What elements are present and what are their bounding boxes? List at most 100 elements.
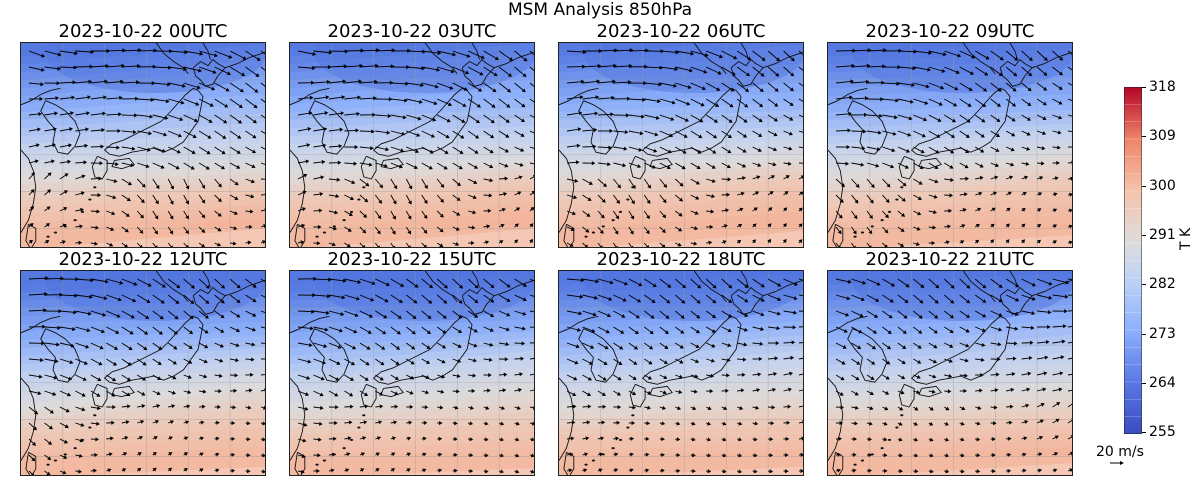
- temperature-band: [559, 396, 803, 423]
- map-canvas: [290, 271, 534, 475]
- map-panel: 2023-10-22 12UTC: [20, 250, 266, 476]
- coastlines: [828, 43, 1072, 247]
- colorbar-tick-mark: [1142, 284, 1146, 285]
- map-canvas: [559, 271, 803, 475]
- temperature-band: [828, 271, 1046, 280]
- cold-region: [314, 43, 534, 93]
- cold-region: [45, 43, 265, 93]
- map-canvas: [290, 43, 534, 247]
- map-panel: 2023-10-22 00UTC: [20, 22, 266, 248]
- temperature-band: [290, 88, 534, 116]
- islands: [46, 414, 97, 466]
- colorbar-tick-mark: [1142, 334, 1146, 335]
- temperature-band: [559, 73, 803, 100]
- islands: [853, 414, 904, 466]
- temperature-band: [828, 391, 1072, 415]
- map-panel: 2023-10-22 21UTC: [827, 250, 1073, 476]
- temperature-band: [21, 427, 265, 455]
- gridlines: [21, 43, 265, 247]
- colorbar-label: T K: [1178, 227, 1194, 250]
- temperature-band: [21, 75, 265, 108]
- temperature-band: [828, 67, 1072, 92]
- map-canvas: [21, 43, 265, 247]
- warm-region: [559, 455, 803, 475]
- temperature-wind-map: [558, 42, 804, 248]
- warm-region: [21, 455, 265, 475]
- colorbar-tick-mark: [1142, 186, 1146, 187]
- colorbar-tick-mark: [1142, 235, 1146, 236]
- temperature-band: [828, 343, 1072, 375]
- panel-title: 2023-10-22 00UTC: [58, 21, 228, 42]
- panel-title: 2023-10-22 18UTC: [596, 249, 766, 270]
- cold-region: [314, 271, 534, 321]
- colorbar-tick-label: 282: [1149, 276, 1176, 292]
- temperature-band: [21, 271, 265, 296]
- panel-title: 2023-10-22 03UTC: [327, 21, 497, 42]
- temperature-band: [559, 92, 803, 116]
- warm-region: [828, 227, 1072, 247]
- temperature-band: [559, 82, 803, 108]
- map-panel: 2023-10-22 18UTC: [558, 250, 804, 476]
- map-canvas: [21, 271, 265, 475]
- colorbar-tick-mark: [1142, 432, 1146, 433]
- temperature-band: [559, 368, 803, 399]
- map-canvas: [828, 43, 1072, 247]
- colorbar-tick-label: 264: [1149, 375, 1176, 391]
- colorbar-tick-label: 309: [1149, 128, 1176, 144]
- islands: [584, 414, 635, 466]
- warm-region: [828, 455, 1072, 475]
- wind-vectors: [28, 276, 265, 475]
- warm-region: [290, 455, 534, 475]
- temperature-band: [21, 132, 265, 155]
- panel-title: 2023-10-22 15UTC: [327, 249, 497, 270]
- temperature-wind-map: [20, 42, 266, 248]
- colorbar-tick-label: 318: [1149, 79, 1176, 95]
- quiver-key-label: 20 m/s: [1096, 444, 1144, 460]
- map-panel: 2023-10-22 06UTC: [558, 22, 804, 248]
- quiver-key-arrow: [1110, 461, 1124, 465]
- panel-title: 2023-10-22 09UTC: [865, 21, 1035, 42]
- temperature-band: [828, 76, 1072, 100]
- temperature-wind-map: [20, 270, 266, 476]
- colorbar-tick-label: 300: [1149, 178, 1176, 194]
- temperature-band: [828, 371, 1072, 399]
- temperature-band: [828, 204, 1072, 235]
- colorbar-gradient: [1123, 86, 1143, 435]
- gridlines: [21, 271, 265, 475]
- temperature-band: [21, 280, 265, 304]
- colorbar-tick-label: 273: [1149, 326, 1176, 342]
- temperature-band: [290, 107, 534, 132]
- colorbar-tick-label: 291: [1149, 227, 1176, 243]
- temperature-wind-map: [289, 270, 535, 476]
- temperature-band: [828, 381, 1072, 407]
- temperature-wind-map: [827, 42, 1073, 248]
- temperature-band: [559, 406, 803, 431]
- temperature-band: [21, 408, 265, 439]
- wind-vectors: [566, 278, 803, 474]
- figure-title: MSM Analysis 850hPa: [507, 0, 693, 20]
- cold-region: [852, 271, 1072, 321]
- islands: [853, 186, 904, 238]
- coastlines: [559, 43, 803, 247]
- warm-region: [559, 227, 803, 247]
- temperature-wind-map: [558, 270, 804, 476]
- temperature-wind-map: [827, 270, 1073, 476]
- gridlines: [559, 43, 803, 247]
- temperature-band: [290, 431, 534, 455]
- map-panel: 2023-10-22 15UTC: [289, 250, 535, 476]
- temperature-band: [559, 358, 803, 391]
- gridlines: [290, 271, 534, 475]
- temperature-band: [290, 402, 534, 431]
- colorbar-tick-mark: [1142, 87, 1146, 88]
- wind-vectors: [566, 48, 803, 247]
- cold-region: [45, 271, 265, 321]
- temperature-band: [21, 122, 265, 147]
- temperature-band: [828, 186, 1072, 219]
- wind-vectors: [835, 48, 1072, 247]
- colorbar-tick-mark: [1142, 383, 1146, 384]
- wind-vectors: [835, 278, 1072, 474]
- panel-title: 2023-10-22 12UTC: [58, 249, 228, 270]
- coastlines: [828, 271, 1072, 475]
- temperature-band: [828, 352, 1072, 383]
- temperature-band: [828, 57, 1072, 84]
